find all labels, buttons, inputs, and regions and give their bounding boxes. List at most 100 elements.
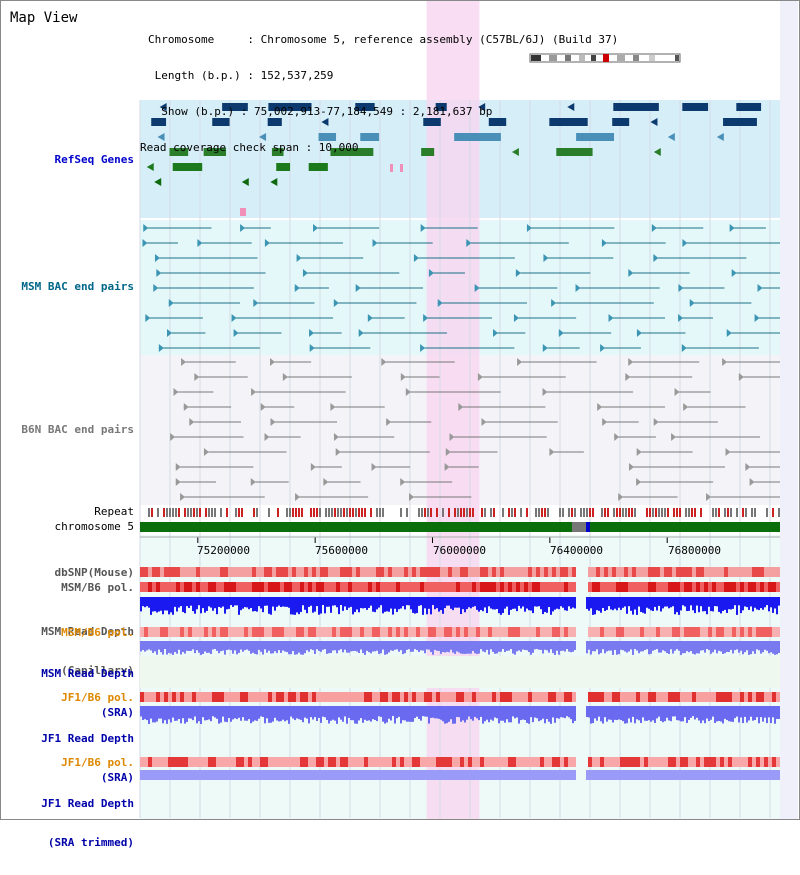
jf1-pol-bin	[260, 692, 264, 702]
genome-tracks-canvas[interactable]	[0, 0, 800, 820]
read-depth-bin	[184, 641, 186, 654]
msm-pol-bin	[164, 582, 168, 592]
read-depth-bin	[396, 770, 398, 780]
read-depth-bin	[166, 641, 168, 655]
read-depth-bin	[232, 706, 234, 720]
msm-sra-pol-bin	[604, 627, 608, 637]
read-depth-bin	[284, 597, 286, 607]
read-depth-bin	[342, 641, 344, 653]
read-depth-bin	[550, 770, 552, 780]
read-depth-bin	[524, 706, 526, 721]
read-depth-bin	[682, 770, 684, 780]
read-depth-bin	[262, 597, 264, 613]
read-depth-bin	[256, 597, 258, 612]
jf1-pol-2-bin	[540, 757, 544, 767]
jf1-pol-bin	[308, 692, 312, 702]
jf1-pol-2-bin	[196, 757, 200, 767]
read-depth-bin	[186, 706, 188, 722]
read-depth-bin	[500, 706, 502, 721]
jf1-pol-2-bin	[432, 757, 436, 767]
read-depth-bin	[180, 641, 182, 655]
read-depth-bin	[158, 706, 160, 719]
bac-end-marker	[323, 478, 329, 486]
read-depth-bin	[484, 706, 486, 722]
read-depth-bin	[372, 641, 374, 652]
read-depth-bin	[406, 597, 408, 606]
read-depth-bin	[456, 597, 458, 608]
repeat-mark	[268, 508, 270, 517]
bac-end-marker	[558, 329, 564, 337]
read-depth-bin	[430, 597, 432, 615]
bac-end-marker	[168, 299, 174, 307]
read-depth-bin	[220, 706, 222, 723]
read-depth-bin	[646, 641, 648, 650]
read-depth-bin	[204, 706, 206, 721]
bac-end-marker	[302, 269, 308, 277]
bac-end-marker	[542, 388, 548, 396]
read-depth-bin	[442, 770, 444, 780]
msm-pol-bin	[432, 582, 436, 592]
gene-feature	[169, 148, 189, 156]
read-depth-bin	[776, 770, 778, 780]
jf1-pol-bin	[328, 692, 332, 702]
read-depth-bin	[730, 597, 732, 610]
msm-pol-bin	[296, 582, 300, 592]
dbsnp-bin	[732, 567, 736, 577]
read-depth-bin	[412, 597, 414, 613]
read-depth-bin	[256, 641, 258, 655]
read-depth-bin	[350, 641, 352, 652]
repeat-mark	[562, 508, 564, 517]
read-depth-bin	[468, 770, 470, 780]
read-depth-bin	[766, 641, 768, 651]
read-depth-bin	[466, 706, 468, 720]
read-depth-bin	[618, 706, 620, 720]
read-depth-bin	[604, 641, 606, 654]
msm-sra-pol-bin	[704, 627, 708, 637]
read-depth-bin	[256, 706, 258, 721]
read-depth-bin	[550, 597, 552, 615]
dbsnp-bin	[316, 567, 320, 577]
read-depth-bin	[166, 770, 168, 780]
jf1-pol-2-bin	[332, 757, 336, 767]
read-depth-bin	[150, 706, 152, 719]
repeat-mark	[148, 508, 150, 517]
msm-sra-pol-bin	[548, 627, 552, 637]
read-depth-bin	[744, 641, 746, 653]
read-depth-bin	[516, 641, 518, 652]
read-depth-bin	[214, 770, 216, 780]
chromosome-ideogram[interactable]	[525, 51, 685, 65]
read-depth-bin	[414, 770, 416, 780]
read-depth-bin	[624, 706, 626, 724]
read-depth-bin	[356, 706, 358, 724]
repeat-mark	[712, 508, 714, 517]
read-depth-bin	[206, 706, 208, 721]
read-depth-bin	[562, 597, 564, 608]
read-depth-bin	[574, 597, 576, 609]
bac-end-marker	[253, 299, 259, 307]
bac-end-marker	[575, 284, 581, 292]
msm-sra-pol-bin	[536, 627, 540, 637]
read-depth-bin	[236, 641, 238, 655]
bac-end-marker	[156, 269, 162, 277]
dbsnp-bin	[280, 567, 284, 577]
read-depth-bin	[528, 770, 530, 780]
read-depth-bin	[648, 770, 650, 780]
msm-pol-bin	[340, 582, 344, 592]
msm-sra-pol-bin	[140, 627, 144, 637]
bac-end-marker	[313, 224, 319, 232]
read-depth-bin	[554, 706, 556, 723]
read-depth-bin	[378, 706, 380, 717]
jf1-pol-bin	[700, 692, 704, 702]
read-depth-bin	[286, 770, 288, 780]
jf1-pol-bin	[468, 692, 472, 702]
bac-end-marker	[231, 314, 237, 322]
jf1-pol-bin	[212, 692, 216, 702]
jf1-pol-bin	[600, 692, 604, 702]
repeat-mark	[337, 508, 339, 517]
bac-end-marker	[295, 493, 301, 501]
read-depth-bin	[436, 770, 438, 780]
read-depth-bin	[538, 706, 540, 722]
read-depth-bin	[280, 597, 282, 608]
read-depth-bin	[494, 597, 496, 610]
msm-sra-pol-bin	[428, 627, 432, 637]
